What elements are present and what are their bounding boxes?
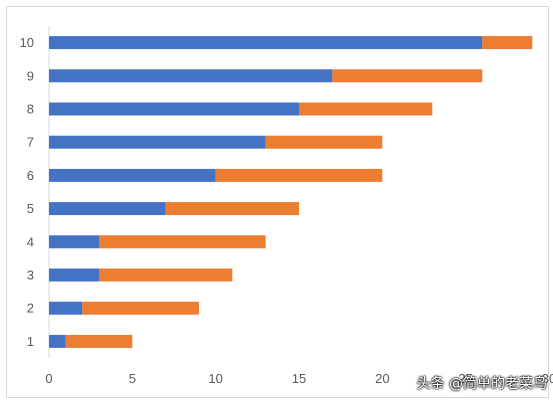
y-tick-label: 3 [27,268,34,283]
y-tick-label: 10 [20,35,34,50]
bar-series1-2 [49,301,83,315]
bar-series1-10 [49,36,483,50]
bar-series1-4 [49,235,99,249]
y-tick-label: 2 [27,301,34,316]
y-tick-label: 4 [27,234,34,249]
x-tick-label: 5 [129,371,136,386]
bar-series2-9 [332,69,483,83]
x-tick-label: 30 [542,371,553,386]
bar-series2-4 [99,235,266,249]
bar-series1-5 [49,202,166,216]
bar-series1-1 [49,334,66,348]
y-tick-label: 5 [27,201,34,216]
y-tick-label: 7 [27,135,34,150]
bar-series1-7 [49,135,266,149]
bar-series2-6 [215,168,383,182]
bar-series2-8 [299,102,433,116]
bar-series1-3 [49,268,99,282]
watermark-text: 头条 @简单的老菜鸟 [416,376,547,392]
y-tick-label: 8 [27,102,34,117]
y-tick-label: 1 [27,334,34,349]
bar-series2-3 [99,268,233,282]
x-tick-label: 25 [458,371,472,386]
bar-series2-2 [82,301,199,315]
bar-series1-9 [49,69,333,83]
x-tick-label: 20 [375,371,389,386]
x-tick-label: 15 [292,371,306,386]
bar-series1-6 [49,168,216,182]
x-tick-label: 0 [45,371,52,386]
y-tick-label: 9 [27,68,34,83]
bar-series1-8 [49,102,299,116]
chart-frame [6,6,549,398]
bar-series2-1 [65,334,133,348]
x-tick-label: 10 [208,371,222,386]
bar-series2-10 [482,36,533,50]
bar-series2-7 [265,135,383,149]
y-tick-label: 6 [27,168,34,183]
bar-series2-5 [165,202,299,216]
